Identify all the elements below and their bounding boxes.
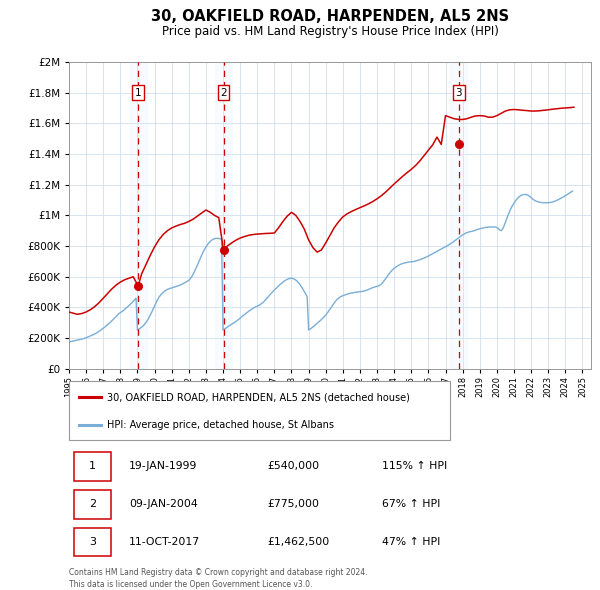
Text: HPI: Average price, detached house, St Albans: HPI: Average price, detached house, St A… <box>107 420 334 430</box>
Text: 3: 3 <box>89 537 96 547</box>
Text: £1,462,500: £1,462,500 <box>268 537 329 547</box>
FancyBboxPatch shape <box>74 452 111 480</box>
Text: £540,000: £540,000 <box>268 461 319 471</box>
Text: 2: 2 <box>89 499 96 509</box>
Text: 2: 2 <box>220 88 227 97</box>
Text: 11-OCT-2017: 11-OCT-2017 <box>129 537 200 547</box>
Text: Contains HM Land Registry data © Crown copyright and database right 2024.: Contains HM Land Registry data © Crown c… <box>69 568 367 577</box>
Text: 30, OAKFIELD ROAD, HARPENDEN, AL5 2NS (detached house): 30, OAKFIELD ROAD, HARPENDEN, AL5 2NS (d… <box>107 392 410 402</box>
Text: This data is licensed under the Open Government Licence v3.0.: This data is licensed under the Open Gov… <box>69 579 313 589</box>
FancyBboxPatch shape <box>74 527 111 556</box>
FancyBboxPatch shape <box>69 381 450 440</box>
Text: 67% ↑ HPI: 67% ↑ HPI <box>382 499 440 509</box>
Text: 09-JAN-2004: 09-JAN-2004 <box>129 499 198 509</box>
Text: 47% ↑ HPI: 47% ↑ HPI <box>382 537 440 547</box>
Bar <box>215 62 232 369</box>
Text: 19-JAN-1999: 19-JAN-1999 <box>129 461 197 471</box>
Text: 1: 1 <box>89 461 96 471</box>
Bar <box>130 62 147 369</box>
Text: Price paid vs. HM Land Registry's House Price Index (HPI): Price paid vs. HM Land Registry's House … <box>161 25 499 38</box>
Text: £775,000: £775,000 <box>268 499 319 509</box>
Bar <box>451 62 467 369</box>
Text: 1: 1 <box>135 88 142 97</box>
Text: 30, OAKFIELD ROAD, HARPENDEN, AL5 2NS: 30, OAKFIELD ROAD, HARPENDEN, AL5 2NS <box>151 9 509 24</box>
FancyBboxPatch shape <box>74 490 111 519</box>
Text: 115% ↑ HPI: 115% ↑ HPI <box>382 461 448 471</box>
Text: 3: 3 <box>455 88 462 97</box>
